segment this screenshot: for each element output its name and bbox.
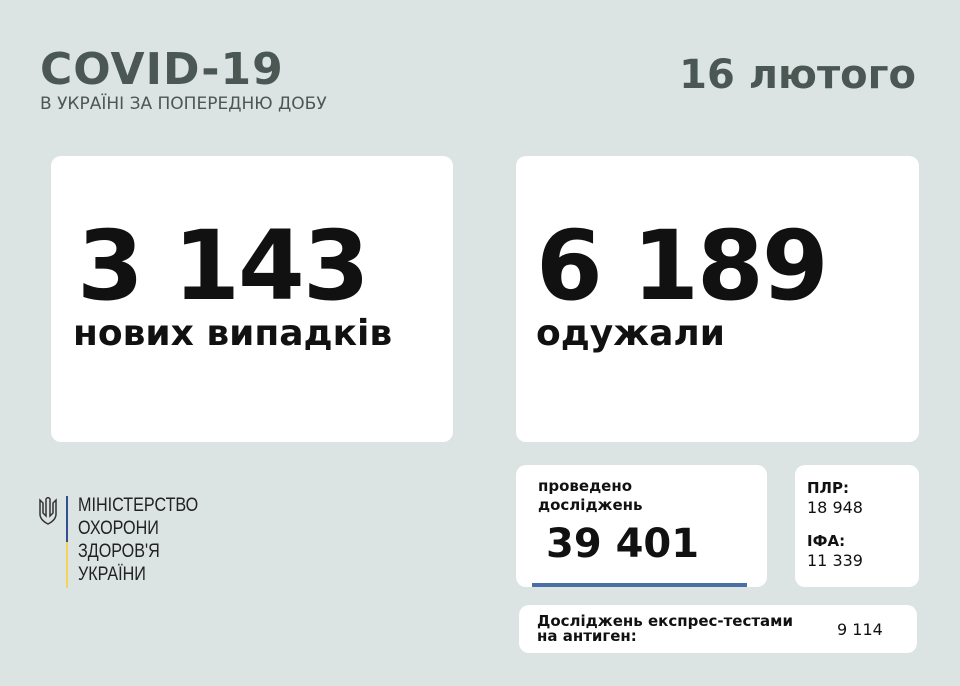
ministry-logo-text: МІНІСТЕРСТВО ОХОРОНИ ЗДОРОВ'Я УКРАЇНИ [78,494,198,586]
page-title: COVID-19 [40,44,284,95]
tests-accent-bar [532,583,747,587]
flag-divider [66,496,68,588]
recovered-label: одужали [536,313,725,354]
pcr-label: ПЛР: [807,479,850,497]
ministry-line: ОХОРОНИ [78,518,159,539]
new-cases-value: 3 143 [77,210,370,322]
report-date: 16 лютого [679,52,916,98]
tests-value: 39 401 [546,521,700,567]
new-cases-label: нових випадків [73,313,393,354]
antigen-label-1: Досліджень експрес-тестами [537,612,793,630]
tests-label-2: досліджень [538,496,643,514]
breakdown-card: ПЛР: 18 948 ІФА: 11 339 [795,465,919,587]
tests-label-1: проведено [538,477,633,495]
ministry-line: ЗДОРОВ'Я [78,541,160,562]
ministry-line: УКРАЇНИ [78,564,146,585]
ifa-value: 11 339 [807,551,863,570]
ministry-line: МІНІСТЕРСТВО [78,495,199,516]
trident-icon [38,495,58,529]
pcr-value: 18 948 [807,498,863,517]
tests-card: проведено досліджень 39 401 [516,465,767,587]
recovered-card: 6 189 одужали [516,156,919,442]
new-cases-card: 3 143 нових випадків [51,156,453,442]
antigen-value: 9 114 [837,620,883,639]
antigen-card: Досліджень експрес-тестами на антиген: 9… [519,605,917,653]
ifa-label: ІФА: [807,532,846,550]
recovered-value: 6 189 [536,210,829,322]
antigen-label-2: на антиген: [537,627,637,645]
page-subtitle: В УКРАЇНІ ЗА ПОПЕРЕДНЮ ДОБУ [40,94,327,114]
